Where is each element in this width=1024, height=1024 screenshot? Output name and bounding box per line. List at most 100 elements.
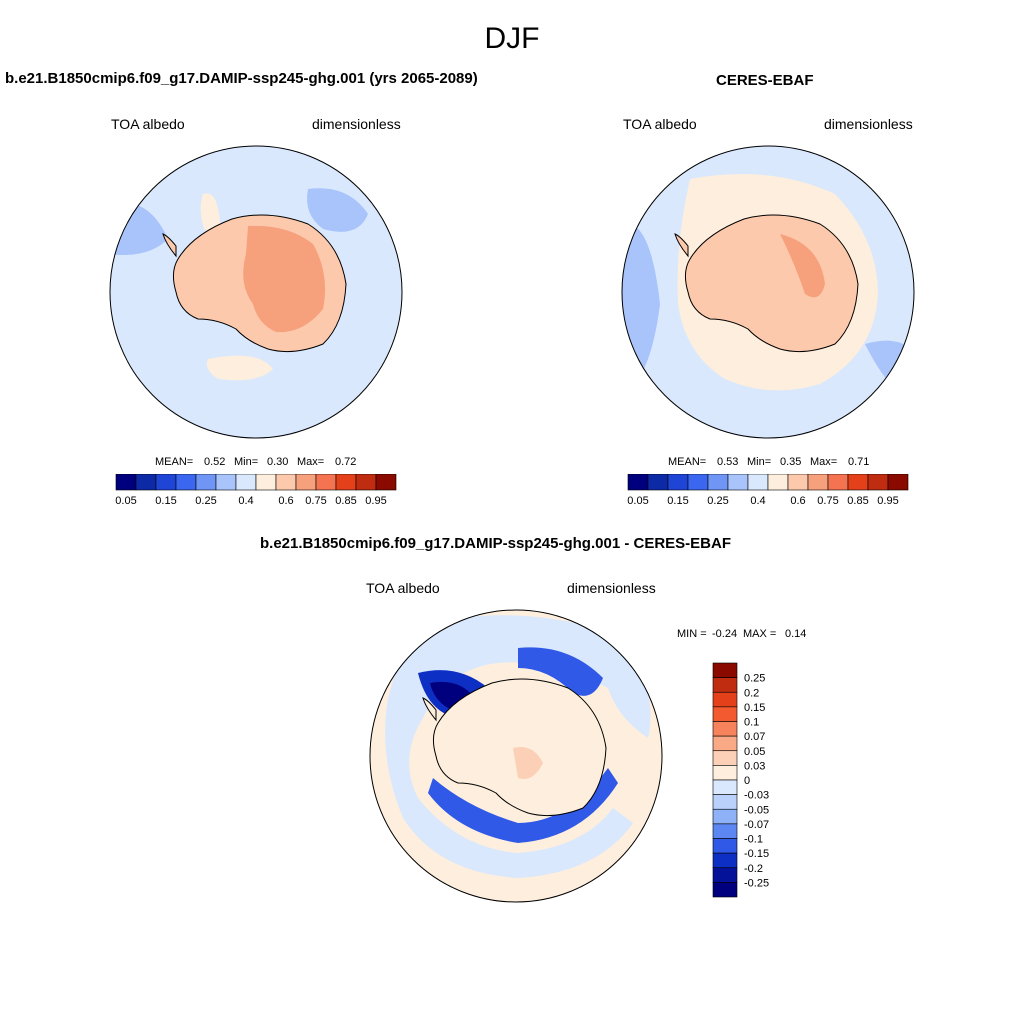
panel1-colorbar-box: [275, 474, 297, 491]
panel1-colorbar-box: [255, 474, 277, 491]
panel3-coastal-negative-band: [428, 768, 618, 843]
panel1-colorbar-tick-label: 0.6: [278, 495, 293, 507]
panel3-colorbar-tick-label: -0.15: [744, 848, 769, 860]
panel2-max-label: Max=: [810, 456, 838, 468]
panel3-max-label: MAX =: [743, 628, 777, 640]
panel3-colorbar-tick-label: -0.07: [744, 819, 769, 831]
figure-title: DJF: [484, 22, 540, 55]
panel2-min-label: Min=: [747, 456, 772, 468]
panel2-mean-value: 0.53: [717, 456, 739, 468]
panel3-colorbar-box: [712, 765, 738, 781]
panel3-colorbar-tick-label: -0.25: [744, 877, 769, 889]
panel1-min-label: Min=: [234, 456, 259, 468]
panel3-colorbar-tick-label: -0.2: [744, 863, 763, 875]
panel2-map: [621, 145, 915, 439]
panel2-high-albedo-core: [780, 234, 825, 298]
panel1-mean-label: MEAN=: [155, 456, 194, 468]
panel2-min-value: 0.35: [780, 456, 802, 468]
panel1-sea-ice-region: [206, 355, 273, 381]
panel3-colorbar-tick-label: 0: [744, 775, 750, 787]
panel3-positive-patch: [513, 747, 543, 779]
panel2-title: CERES-EBAF: [716, 72, 814, 89]
panel3-colorbar-box: [712, 735, 738, 752]
panel3-colorbar-box: [712, 721, 738, 737]
panel3-map: [369, 609, 663, 903]
panel2-colorbar: 0.05 0.15 0.25 0.4 0.6 0.75 0.85 0.95: [627, 474, 909, 507]
panel3-colorbar-box: [712, 691, 738, 708]
panel1-colorbar-tick-label: 0.05: [115, 495, 136, 507]
panel3-colorbar-box: [712, 677, 738, 693]
panel2-colorbar-tick-label: 0.85: [847, 495, 868, 507]
panel1-max-label: Max=: [297, 456, 325, 468]
panel3-min-value: -0.24: [712, 628, 738, 640]
panel3-colorbar-box: [712, 794, 738, 810]
panel1-colorbar: 0.05 0.15 0.25 0.4 0.6 0.75 0.85 0.95: [115, 474, 397, 507]
panel1-colorbar-box: [335, 474, 357, 491]
panel1-colorbar-tick-label: 0.85: [335, 495, 356, 507]
panel2-antarctica-field: [684, 214, 859, 353]
panel1-units-label: dimensionless: [312, 116, 401, 132]
panel1-sea-ice-region: [200, 193, 220, 233]
panel3-colorbar-box: [712, 882, 738, 898]
panel2-colorbar-box: [887, 474, 909, 491]
panel1-peninsula: [162, 233, 177, 258]
panel3-variable-label: TOA albedo: [366, 580, 440, 596]
panel1-colorbar-box: [155, 474, 177, 491]
panel1-max-value: 0.72: [335, 456, 357, 468]
panel1-colorbar-box: [235, 474, 257, 491]
panel1-colorbar-tick-label: 0.4: [238, 495, 253, 507]
panel3-colorbar-tick-label: 0.07: [744, 731, 765, 743]
panel1-colorbar-tick-label: 0.75: [305, 495, 326, 507]
panel3-colorbar-tick-label: 0.05: [744, 746, 765, 758]
panel3-colorbar-tick-label: 0.03: [744, 760, 765, 772]
panel2-colorbar-box: [827, 474, 849, 491]
panel3-colorbar-tick-label: -0.05: [744, 804, 769, 816]
panel3-colorbar-box: [712, 867, 738, 883]
panel1-mean-value: 0.52: [204, 456, 226, 468]
panel1-colorbar-tick-label: 0.25: [195, 495, 216, 507]
panel2-colorbar-tick-label: 0.25: [707, 495, 728, 507]
panel2-colorbar-tick-label: 0.4: [750, 495, 765, 507]
panel2-colorbar-box: [807, 474, 829, 491]
panel2-colorbar-tick-label: 0.05: [627, 495, 648, 507]
panel2-colorbar-box: [707, 474, 729, 491]
panel3-colorbar-box: [712, 838, 738, 854]
panel2-peninsula: [674, 233, 689, 258]
panel3-colorbar-box: [712, 823, 738, 839]
panel3-colorbar-box: [712, 662, 738, 678]
panel2-colorbar-box: [847, 474, 869, 491]
panel2-colorbar-tick-label: 0.95: [877, 495, 898, 507]
panel1-colorbar-box: [295, 474, 317, 491]
panel1-colorbar-box: [215, 474, 237, 491]
panel2-colorbar-box: [687, 474, 709, 491]
panel1-colorbar-tick-label: 0.95: [365, 495, 386, 507]
panel3-colorbar-box: [712, 779, 738, 795]
panel2-colorbar-box: [647, 474, 669, 491]
panel3-colorbar: 0.25 0.2 0.15 0.1 0.07 0.05 0.03 0 -0.03 -0.05 -0.…: [712, 662, 769, 898]
panel3-map-border: [369, 609, 663, 903]
panel3-units-label: dimensionless: [567, 580, 656, 596]
panel1-high-cloud-region: [307, 188, 368, 232]
panel1-colorbar-box: [355, 474, 377, 491]
panel3-colorbar-box: [712, 852, 738, 869]
panel2-colorbar-box: [747, 474, 769, 491]
panel2-map-border: [621, 145, 915, 439]
panel1-colorbar-box: [115, 474, 137, 491]
panel3-colorbar-box: [712, 750, 738, 766]
panel3-peninsula: [422, 697, 437, 722]
panel2-colorbar-box: [767, 474, 789, 491]
panel1-colorbar-box: [315, 474, 337, 491]
panel2-colorbar-box: [867, 474, 889, 491]
panel1-colorbar-tick-label: 0.15: [155, 495, 176, 507]
panel2-units-label: dimensionless: [824, 116, 913, 132]
panel3-colorbar-tick-label: 0.2: [744, 687, 759, 699]
panel3-colorbar-tick-label: -0.03: [744, 790, 769, 802]
panel3-colorbar-box: [712, 808, 738, 825]
panel3-title: b.e21.B1850cmip6.f09_g17.DAMIP-ssp245-gh…: [260, 535, 731, 552]
panel1-map-border: [109, 145, 403, 439]
panel1-colorbar-box: [135, 474, 157, 491]
panel3-colorbar-tick-label: 0.1: [744, 717, 759, 729]
panel1-colorbar-box: [195, 474, 217, 491]
panel1-colorbar-box: [175, 474, 197, 491]
panel2-colorbar-tick-label: 0.6: [790, 495, 805, 507]
